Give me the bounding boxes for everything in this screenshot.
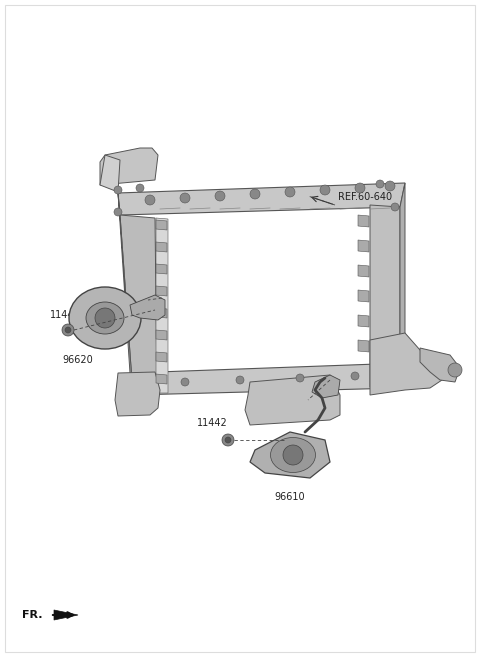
Circle shape [215, 191, 225, 201]
Ellipse shape [86, 302, 124, 334]
Circle shape [376, 180, 384, 188]
Polygon shape [250, 432, 330, 478]
Polygon shape [156, 264, 167, 274]
Circle shape [283, 445, 303, 465]
Polygon shape [130, 363, 405, 395]
Circle shape [95, 308, 115, 328]
Circle shape [385, 181, 395, 191]
Text: 96610: 96610 [275, 492, 305, 502]
Circle shape [65, 327, 71, 333]
Polygon shape [358, 340, 369, 352]
Text: 11442: 11442 [50, 310, 81, 320]
Circle shape [180, 193, 190, 203]
Polygon shape [358, 290, 369, 302]
Polygon shape [100, 155, 120, 192]
Circle shape [250, 189, 260, 199]
Circle shape [351, 372, 359, 380]
Circle shape [391, 203, 399, 211]
Polygon shape [358, 240, 369, 252]
Polygon shape [156, 218, 168, 393]
Circle shape [145, 195, 155, 205]
Text: FR.: FR. [22, 610, 43, 620]
Polygon shape [156, 220, 167, 230]
Polygon shape [115, 372, 160, 416]
Ellipse shape [69, 287, 141, 349]
Polygon shape [420, 348, 460, 382]
Circle shape [355, 183, 365, 193]
Polygon shape [156, 242, 167, 252]
Circle shape [285, 187, 295, 197]
Polygon shape [245, 375, 340, 425]
Circle shape [114, 186, 122, 194]
Circle shape [296, 374, 304, 382]
Circle shape [448, 363, 462, 377]
Ellipse shape [271, 438, 315, 472]
Polygon shape [156, 352, 167, 362]
Circle shape [225, 437, 231, 443]
Polygon shape [120, 215, 157, 395]
Circle shape [236, 376, 244, 384]
Circle shape [136, 184, 144, 192]
Polygon shape [312, 375, 340, 398]
Polygon shape [54, 610, 78, 620]
Polygon shape [100, 148, 158, 185]
Text: 11442: 11442 [197, 418, 228, 428]
Polygon shape [130, 295, 165, 320]
Text: 96620: 96620 [62, 355, 94, 365]
Polygon shape [156, 308, 167, 318]
Polygon shape [118, 183, 405, 215]
Circle shape [181, 378, 189, 386]
Polygon shape [370, 205, 400, 388]
Polygon shape [400, 183, 405, 388]
Polygon shape [358, 315, 369, 327]
Polygon shape [358, 215, 369, 227]
Circle shape [62, 324, 74, 336]
Polygon shape [370, 333, 445, 395]
Polygon shape [118, 193, 133, 395]
Circle shape [222, 434, 234, 446]
Polygon shape [156, 286, 167, 296]
Polygon shape [156, 374, 167, 384]
Text: REF.60-640: REF.60-640 [338, 192, 392, 202]
Circle shape [320, 185, 330, 195]
Polygon shape [156, 330, 167, 340]
Polygon shape [358, 265, 369, 277]
Circle shape [114, 208, 122, 216]
